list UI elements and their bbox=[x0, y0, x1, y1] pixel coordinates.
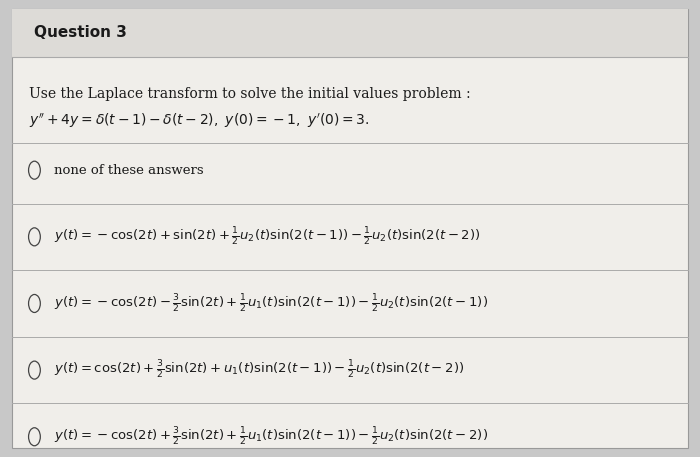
Text: $y(t) = -\cos(2t) + \sin(2t) + \frac{1}{2}u_2(t)\sin(2(t-1)) - \frac{1}{2}u_2(t): $y(t) = -\cos(2t) + \sin(2t) + \frac{1}{… bbox=[54, 226, 480, 248]
FancyBboxPatch shape bbox=[12, 10, 688, 447]
Text: Use the Laplace transform to solve the initial values problem :: Use the Laplace transform to solve the i… bbox=[29, 87, 470, 101]
Text: $y(t) = -\cos(2t) - \frac{3}{2}\sin(2t) + \frac{1}{2}u_1(t)\sin(2(t-1)) - \frac{: $y(t) = -\cos(2t) - \frac{3}{2}\sin(2t) … bbox=[54, 292, 488, 314]
Text: $y(t) = \cos(2t) + \frac{3}{2}\sin(2t) + u_1(t)\sin(2(t-1)) - \frac{1}{2}u_2(t)\: $y(t) = \cos(2t) + \frac{3}{2}\sin(2t) +… bbox=[54, 359, 464, 381]
Text: $y'' + 4y = \delta(t-1) - \delta(t-2),\ y(0) = -1,\ y'(0) = 3.$: $y'' + 4y = \delta(t-1) - \delta(t-2),\ … bbox=[29, 112, 369, 130]
Text: none of these answers: none of these answers bbox=[54, 164, 204, 177]
Text: $y(t) = -\cos(2t) + \frac{3}{2}\sin(2t) + \frac{1}{2}u_1(t)\sin(2(t-1)) - \frac{: $y(t) = -\cos(2t) + \frac{3}{2}\sin(2t) … bbox=[54, 425, 488, 448]
FancyBboxPatch shape bbox=[12, 10, 688, 57]
Text: Question 3: Question 3 bbox=[34, 26, 127, 41]
